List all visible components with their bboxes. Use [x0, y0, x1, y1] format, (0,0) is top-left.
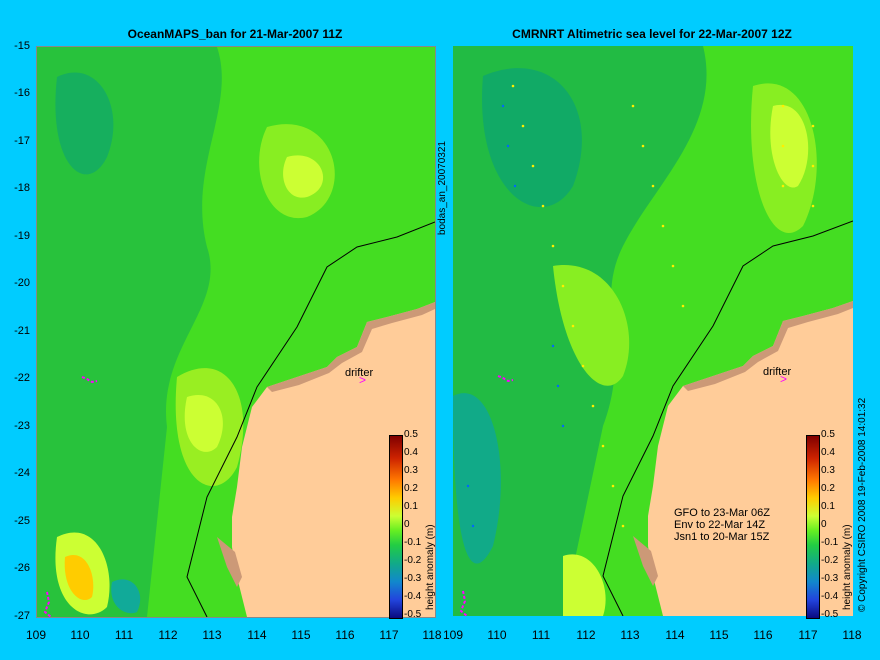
colorbar-tick: -0.4 [821, 591, 839, 602]
left-drifter-label: drifter [345, 367, 374, 379]
right-ocean-blob [453, 393, 501, 564]
colorbar-tick: 0.2 [821, 483, 835, 494]
altimeter-track-points [511, 84, 815, 528]
colorbar-tick: 0.3 [404, 465, 418, 476]
left-ocean-blob [184, 395, 223, 452]
colorbar-tick: -0.1 [821, 537, 839, 548]
x-tick-label: 115 [291, 628, 311, 642]
x-tick-label: 113 [202, 628, 222, 642]
colorbar-tick: 0.5 [404, 429, 418, 440]
y-tick-label: -15 [14, 40, 30, 52]
right-drifter-label: drifter [763, 366, 792, 378]
colorbar-tick: 0.1 [821, 501, 835, 512]
y-tick-label: -16 [14, 87, 30, 99]
colorbar-tick: -0.4 [404, 591, 422, 602]
colorbar-tick: -0.2 [404, 555, 422, 566]
colorbar-tick: 0 [821, 519, 827, 530]
right-land [648, 301, 853, 616]
left-shoal [217, 537, 242, 587]
x-tick-label: 117 [798, 628, 818, 642]
colorbar-tick: -0.3 [821, 573, 839, 584]
left-colorbar-label: height anomaly (m) [425, 524, 436, 610]
colorbar-tick: 0.1 [404, 501, 418, 512]
right-shoal [683, 301, 853, 391]
drifter-marker: > [780, 372, 787, 386]
colorbar-tick: 0.5 [821, 429, 835, 440]
left-colorbar [389, 435, 403, 619]
satellite-note-1: GFO to 23-Mar 06Z [674, 507, 770, 519]
colorbar-tick: 0.3 [821, 465, 835, 476]
x-tick-label: 116 [335, 628, 355, 642]
y-tick-label: -24 [14, 467, 30, 479]
colorbar-tick: -0.1 [404, 537, 422, 548]
right-map-canvas: > [453, 46, 853, 616]
colorbar-tick: 0.2 [404, 483, 418, 494]
left-isobath [186, 221, 435, 617]
right-ocean-blob [563, 554, 606, 616]
left-ocean-blob [111, 579, 141, 614]
y-tick-label: -21 [14, 325, 30, 337]
right-map-title: CMRNRT Altimetric sea level for 22-Mar-2… [512, 27, 792, 41]
y-tick-label: -17 [14, 135, 30, 147]
right-ocean-blob [770, 104, 809, 188]
x-tick-label: 110 [70, 628, 90, 642]
y-tick-label: -25 [14, 515, 30, 527]
x-tick-label: 117 [379, 628, 399, 642]
y-tick-label: -18 [14, 182, 30, 194]
x-tick-label: 114 [665, 628, 685, 642]
x-tick-label: 111 [114, 628, 134, 642]
x-tick-label: 114 [247, 628, 267, 642]
right-map: > drifter GFO to 23-Mar 06Z Env to 22-Ma… [453, 46, 853, 616]
left-map-title: OceanMAPS_ban for 21-Mar-2007 11Z [127, 27, 343, 41]
right-ocean-blob [482, 68, 582, 208]
drifter-track [81, 376, 98, 384]
colorbar-tick: 0 [404, 519, 410, 530]
colorbar-tick: 0.4 [404, 447, 418, 458]
colorbar-tick: -0.3 [404, 573, 422, 584]
left-map: > drifter [36, 46, 436, 618]
drifter-track [497, 375, 514, 383]
x-tick-label: 110 [487, 628, 507, 642]
satellite-note-2: Env to 22-Mar 14Z [674, 519, 766, 531]
y-tick-label: -23 [14, 420, 30, 432]
left-land [232, 302, 435, 617]
altimeter-track-points [466, 104, 565, 528]
x-tick-label: 111 [531, 628, 551, 642]
copyright-label: © Copyright CSIRO 2008 19-Feb-2008 14:01… [857, 397, 868, 612]
run-id-label: bodas_an_20070321 [437, 141, 448, 235]
colorbar-tick: -0.2 [821, 555, 839, 566]
left-ocean-blob [55, 72, 114, 175]
colorbar-tick: 0.4 [821, 447, 835, 458]
right-shoal [633, 536, 658, 586]
y-tick-label: -19 [14, 230, 30, 242]
left-ocean-blob [64, 555, 94, 601]
colorbar-tick: -0.5 [404, 609, 422, 620]
right-isobath [602, 220, 853, 616]
x-tick-label: 109 [442, 628, 464, 642]
right-colorbar [806, 435, 820, 619]
left-ocean-blob [37, 47, 222, 617]
left-shoal [267, 302, 435, 392]
satellite-note-3: Jsn1 to 20-Mar 15Z [674, 531, 770, 543]
y-tick-label: -22 [14, 372, 30, 384]
x-tick-label: 113 [620, 628, 640, 642]
x-tick-label: 118 [842, 628, 862, 642]
drifter-track [459, 590, 468, 616]
left-ocean-blob [283, 155, 324, 198]
drifter-marker: > [359, 373, 366, 387]
colorbar-tick: -0.5 [821, 609, 839, 620]
drifter-track [43, 591, 52, 617]
x-tick-label: 116 [753, 628, 773, 642]
y-tick-label: -27 [14, 610, 30, 622]
right-ocean-blob [553, 265, 630, 386]
y-tick-label: -26 [14, 562, 30, 574]
y-tick-label: -20 [14, 277, 30, 289]
x-tick-label: 115 [709, 628, 729, 642]
x-tick-label: 112 [158, 628, 178, 642]
right-colorbar-label: height anomaly (m) [842, 524, 853, 610]
left-map-canvas: > [37, 47, 435, 617]
x-tick-label: 109 [25, 628, 47, 642]
x-tick-label: 112 [576, 628, 596, 642]
x-tick-label: 118 [422, 628, 442, 642]
